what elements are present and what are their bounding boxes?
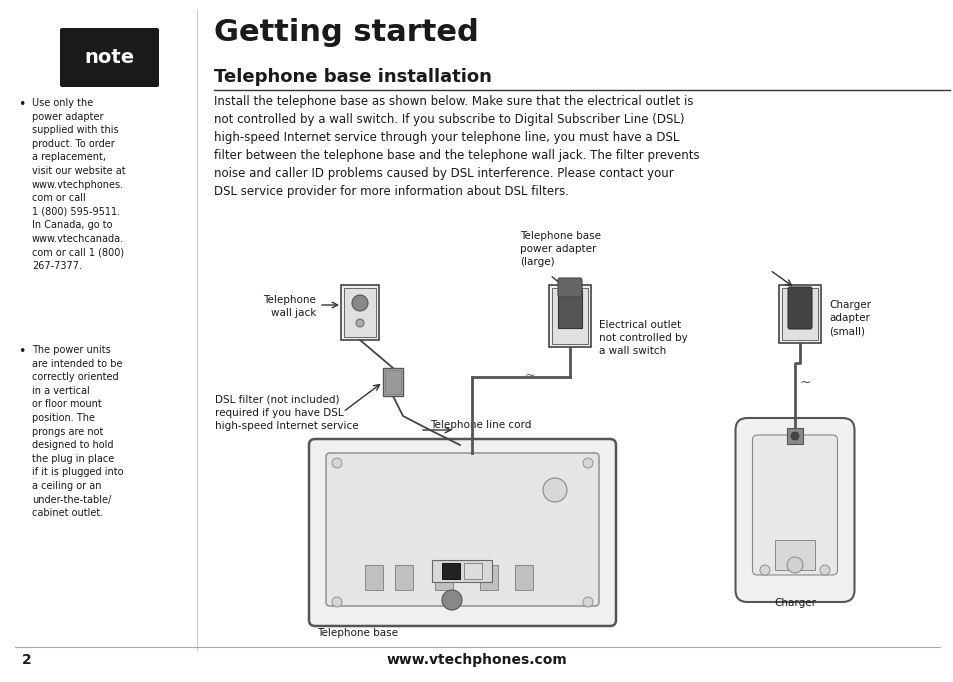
Text: •: •	[18, 98, 26, 111]
Bar	[548, 285, 590, 347]
Text: Charger: Charger	[773, 598, 815, 608]
Text: •: •	[18, 345, 26, 358]
Bar	[779, 285, 821, 343]
Bar	[385, 370, 400, 394]
Circle shape	[820, 565, 829, 575]
Bar	[515, 565, 533, 590]
Bar	[463, 563, 481, 579]
Text: Charger
adapter
(small): Charger adapter (small)	[828, 300, 870, 336]
Circle shape	[332, 597, 341, 607]
Bar	[340, 285, 378, 340]
FancyBboxPatch shape	[309, 439, 616, 626]
Text: ~: ~	[524, 368, 535, 381]
Bar	[441, 563, 459, 579]
FancyBboxPatch shape	[326, 453, 598, 606]
Circle shape	[582, 458, 593, 468]
Circle shape	[582, 597, 593, 607]
Bar	[558, 290, 581, 328]
Circle shape	[332, 458, 341, 468]
Circle shape	[352, 295, 368, 311]
Bar	[774, 540, 814, 570]
Text: Telephone base: Telephone base	[316, 628, 397, 638]
Bar	[435, 565, 453, 590]
Text: ~: ~	[799, 376, 810, 390]
Text: Telephone base
power adapter
(large): Telephone base power adapter (large)	[519, 231, 600, 267]
Circle shape	[441, 590, 461, 610]
Text: The power units
are intended to be
correctly oriented
in a vertical
or floor mou: The power units are intended to be corre…	[32, 345, 123, 518]
Circle shape	[760, 565, 769, 575]
Text: Telephone base installation: Telephone base installation	[213, 68, 492, 86]
Text: 2: 2	[22, 653, 31, 667]
Bar	[382, 368, 402, 396]
Bar	[781, 288, 817, 340]
Text: Telephone
wall jack: Telephone wall jack	[263, 295, 315, 318]
Text: Install the telephone base as shown below. Make sure that the electrical outlet : Install the telephone base as shown belo…	[213, 95, 699, 198]
Text: Use only the
power adapter
supplied with this
product. To order
a replacement,
v: Use only the power adapter supplied with…	[32, 98, 126, 271]
FancyBboxPatch shape	[558, 278, 581, 297]
FancyBboxPatch shape	[787, 287, 811, 329]
Circle shape	[542, 478, 566, 502]
Bar	[786, 428, 802, 444]
FancyBboxPatch shape	[752, 435, 837, 575]
Circle shape	[790, 432, 799, 440]
Text: www.vtechphones.com: www.vtechphones.com	[386, 653, 567, 667]
Bar	[344, 288, 375, 337]
Text: Telephone line cord: Telephone line cord	[430, 420, 531, 430]
Bar	[432, 560, 492, 582]
Circle shape	[786, 557, 802, 573]
Text: note: note	[85, 48, 134, 67]
Text: Getting started: Getting started	[213, 18, 478, 47]
Bar	[365, 565, 382, 590]
Bar	[552, 288, 587, 344]
Circle shape	[355, 319, 364, 327]
Text: DSL filter (not included)
required if you have DSL
high-speed Internet service: DSL filter (not included) required if yo…	[214, 395, 358, 432]
FancyBboxPatch shape	[735, 418, 854, 602]
Text: Electrical outlet
not controlled by
a wall switch: Electrical outlet not controlled by a wa…	[598, 320, 687, 357]
FancyBboxPatch shape	[60, 28, 159, 87]
Bar	[395, 565, 413, 590]
Bar	[479, 565, 497, 590]
